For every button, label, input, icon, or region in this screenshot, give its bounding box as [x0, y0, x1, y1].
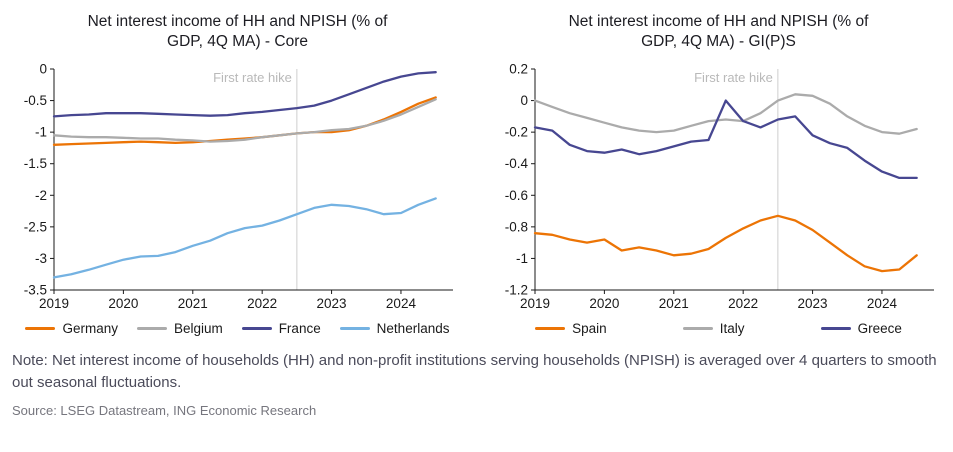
y-tick-label: -1	[516, 251, 528, 266]
y-tick-label: -0.2	[505, 125, 528, 140]
legend-item-greece: Greece	[820, 320, 902, 336]
chart-gips: Net interest income of HH and NPISH (% o…	[491, 8, 946, 336]
legend-label: Greece	[857, 320, 902, 336]
rate-hike-label: First rate hike	[694, 70, 773, 85]
legend-item-spain: Spain	[535, 321, 607, 336]
x-tick-label: 2019	[39, 296, 69, 311]
chart-gips-title: Net interest income of HH and NPISH (% o…	[491, 12, 946, 53]
source-text: Source: LSEG Datastream, ING Economic Re…	[12, 403, 317, 419]
chart-gips-title-line2: GDP, 4Q MA) - GI(P)S	[641, 33, 796, 51]
legend-item-netherlands: Netherlands	[339, 320, 450, 336]
x-tick-label: 2023	[317, 296, 347, 311]
y-tick-label: -0.8	[505, 219, 528, 234]
y-tick-label: 0.2	[509, 61, 528, 76]
y-tick-label: -1	[35, 125, 47, 140]
chart-gips-plot: First rate hike 0.2 0 -0.2 -0.4 -0.6 -0.8 -1 -1.…	[491, 59, 946, 317]
legend-label: France	[278, 320, 321, 336]
series-line-spain	[533, 214, 918, 273]
y-tick-label: -3	[35, 251, 47, 266]
series-line-belgium	[52, 98, 437, 143]
legend-item-belgium: Belgium	[136, 320, 223, 336]
chart-core-plot: First rate hike 0 -0.5 -1 -1.5 -2 -2.5 -3 -3.5 20…	[10, 59, 465, 317]
chart-core-legend: Germany Belgium France Netherlands	[10, 321, 465, 336]
y-tick-label: -0.6	[505, 188, 528, 203]
legend-swatch-italy	[682, 326, 713, 331]
legend-label: Spain	[572, 320, 607, 336]
chart-svg: First rate hike0-0.5-1-1.5-2-2.5-3-3.520…	[24, 61, 453, 311]
x-tick-label: 2020	[108, 296, 138, 311]
series-line-italy	[533, 93, 918, 135]
y-tick-label: -2	[35, 188, 47, 203]
legend-swatch-france	[241, 326, 272, 331]
chart-core: Net interest income of HH and NPISH (% o…	[10, 8, 465, 336]
chart-core-title: Net interest income of HH and NPISH (% o…	[10, 12, 465, 53]
x-tick-label: 2021	[178, 296, 208, 311]
legend-swatch-belgium	[136, 326, 167, 331]
legend-swatch-greece	[820, 326, 851, 331]
legend-label: Netherlands	[376, 320, 450, 336]
legend-swatch-netherlands	[339, 326, 370, 331]
y-tick-label: -2.5	[24, 219, 47, 234]
chart-core-title-line2: GDP, 4Q MA) - Core	[167, 33, 308, 51]
legend-item-germany: Germany	[25, 321, 118, 336]
note-text: Note: Net interest income of households …	[12, 351, 937, 391]
legend-label: Italy	[719, 320, 745, 336]
x-tick-label: 2024	[386, 296, 417, 311]
rate-hike-label: First rate hike	[213, 70, 292, 85]
x-tick-label: 2023	[798, 296, 828, 311]
legend-label: Germany	[62, 320, 118, 336]
y-tick-label: 0	[520, 93, 528, 108]
chart-gips-title-line1: Net interest income of HH and NPISH (% o…	[568, 13, 869, 30]
y-tick-label: -1.5	[24, 156, 47, 171]
series-line-netherlands	[52, 197, 437, 279]
x-tick-label: 2020	[589, 296, 619, 311]
y-tick-label: -0.4	[505, 156, 529, 171]
legend-label: Belgium	[173, 320, 223, 336]
y-tick-label: -3.5	[24, 282, 47, 297]
chart-svg: First rate hike 0.2 0 -0.2 -0.4 -0.6 -0.8 -1 -1.…	[505, 61, 934, 311]
figure: Net interest income of HH and NPISH (% o…	[10, 8, 943, 419]
y-tick-label: -0.5	[24, 93, 47, 108]
series-line-france	[52, 70, 437, 118]
x-tick-label: 2022	[247, 296, 277, 311]
charts-row: Net interest income of HH and NPISH (% o…	[10, 8, 943, 336]
y-tick-label: -1.2	[505, 282, 528, 297]
x-tick-label: 2019	[520, 296, 550, 311]
x-tick-label: 2021	[659, 296, 689, 311]
x-tick-label: 2022	[728, 296, 758, 311]
legend-item-italy: Italy	[682, 320, 745, 336]
series-line-greece	[533, 99, 918, 179]
legend-swatch-germany	[25, 326, 56, 331]
x-tick-label: 2024	[867, 296, 898, 311]
legend-swatch-spain	[535, 326, 566, 331]
y-tick-label: 0	[39, 61, 47, 76]
chart-core-title-line1: Net interest income of HH and NPISH (% o…	[87, 13, 388, 30]
chart-gips-legend: Spain Italy Greece	[491, 321, 946, 336]
legend-item-france: France	[241, 320, 321, 336]
